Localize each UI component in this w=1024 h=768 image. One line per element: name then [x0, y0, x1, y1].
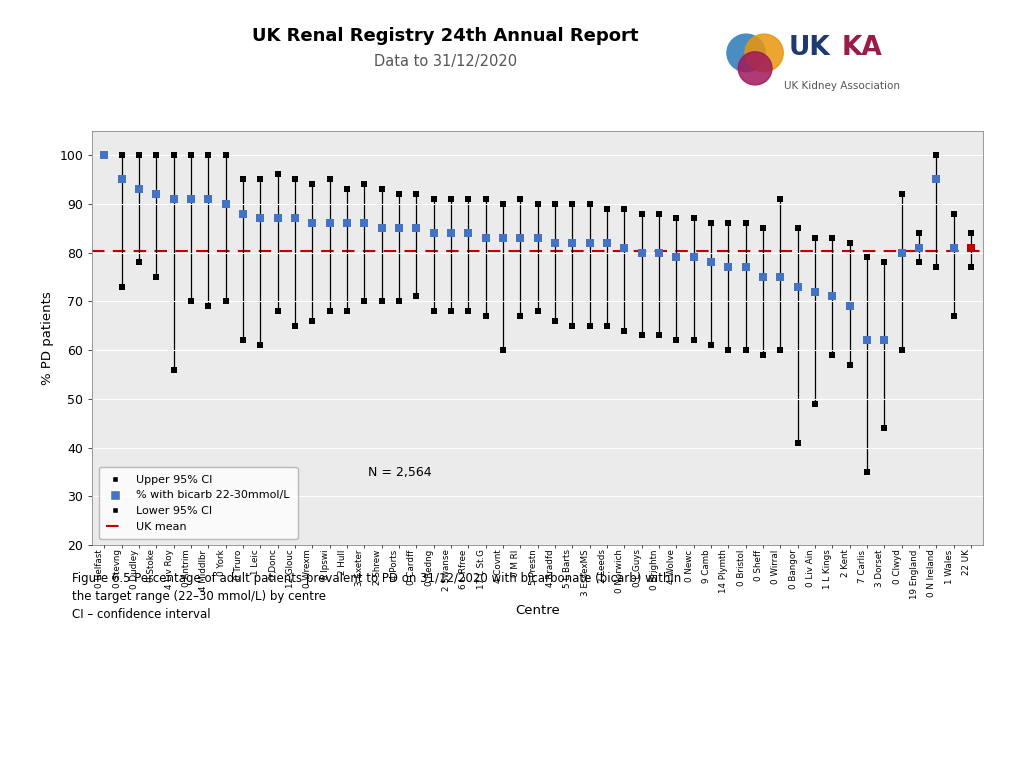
Circle shape [738, 51, 772, 85]
Legend: Upper 95% CI, % with bicarb 22-30mmol/L, Lower 95% CI, UK mean: Upper 95% CI, % with bicarb 22-30mmol/L,… [98, 467, 298, 539]
X-axis label: Centre: Centre [515, 604, 560, 617]
Circle shape [727, 34, 765, 71]
Text: N = 2,564: N = 2,564 [369, 466, 432, 479]
Circle shape [744, 34, 783, 71]
Text: UK Renal Registry 24th Annual Report: UK Renal Registry 24th Annual Report [252, 27, 639, 45]
Y-axis label: % PD patients: % PD patients [41, 291, 53, 385]
Text: Data to 31/12/2020: Data to 31/12/2020 [374, 54, 517, 69]
Text: KA: KA [842, 35, 883, 61]
Text: Figure 6.5 Percentage of adult patients prevalent to PD on 31/12/2020 with bicar: Figure 6.5 Percentage of adult patients … [72, 572, 681, 621]
Text: UK Kidney Association: UK Kidney Association [784, 81, 900, 91]
Text: UK: UK [788, 35, 830, 61]
